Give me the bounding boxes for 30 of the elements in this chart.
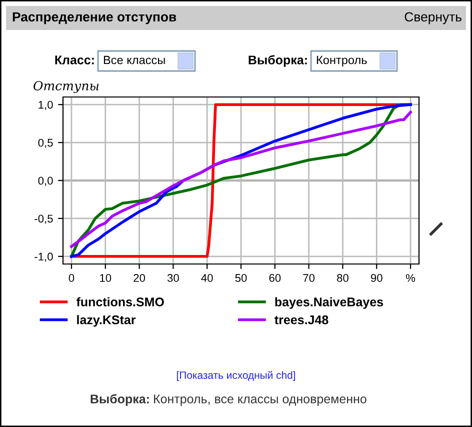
- x-tick-label: 80: [337, 274, 348, 282]
- text: Свернуть: [404, 12, 462, 24]
- legend-label: functions.SMO: [76, 297, 164, 306]
- x-tick-label: 30: [167, 274, 179, 282]
- chart-title: Распределение отступов: [12, 12, 176, 24]
- y-tick-label: -0,5: [34, 214, 53, 224]
- x-tick-label: 20: [134, 274, 146, 282]
- legend-label: trees.J48: [274, 315, 328, 324]
- text: Класс:: [55, 56, 94, 64]
- x-tick-label: 60: [269, 274, 281, 282]
- text: Выборка:: [248, 55, 307, 67]
- x-tick-label: %: [406, 274, 416, 282]
- x-tick-label: 70: [303, 274, 315, 282]
- y-tick-label: -1,0: [34, 252, 53, 262]
- x-tick-label: 40: [201, 274, 213, 282]
- y-axis-title: Отступы: [34, 80, 99, 93]
- text: [Показать исходный chd]: [177, 371, 295, 381]
- x-tick-label: 0: [68, 274, 74, 282]
- x-tick-label: 50: [235, 274, 247, 282]
- text: Контроль, все классы одновременно: [154, 394, 366, 406]
- text: Все классы: [104, 56, 165, 64]
- text: Контроль: [316, 56, 367, 66]
- text: Выборка:: [90, 394, 149, 406]
- y-tick-label: 0,0: [38, 176, 53, 186]
- y-tick-label: 0,5: [38, 138, 53, 148]
- legend-label: bayes.NaiveBayes: [275, 297, 384, 309]
- x-tick-label: 90: [370, 274, 382, 282]
- legend-label: lazy.KStar: [77, 315, 136, 327]
- x-tick-label: 10: [100, 274, 112, 282]
- y-tick-label: 1,0: [38, 100, 53, 110]
